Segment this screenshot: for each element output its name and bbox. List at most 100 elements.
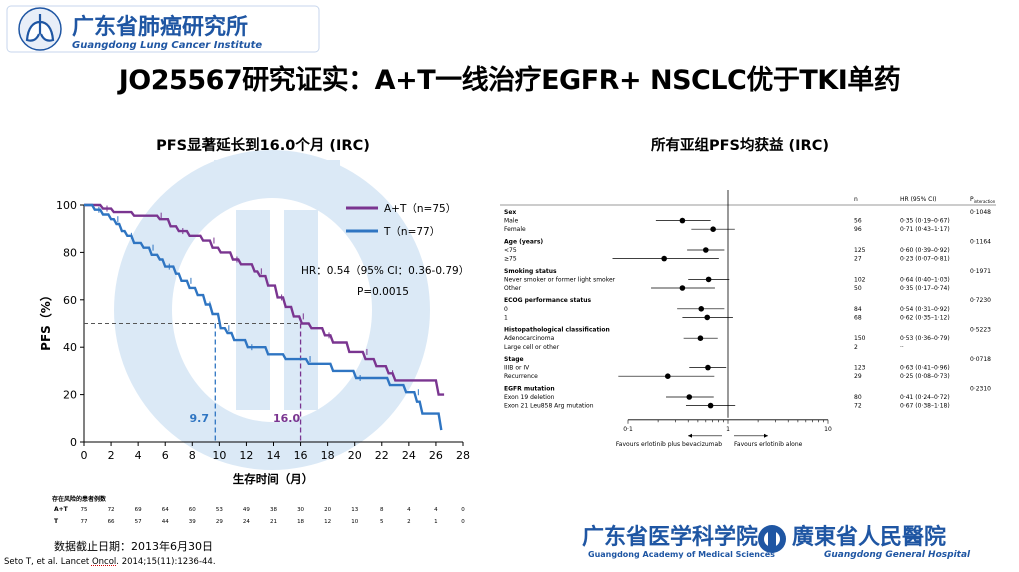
citation: Seto T, et al. Lancet Oncol. 2014;15(11)… — [4, 557, 216, 567]
risk-cell: 10 — [351, 519, 358, 525]
row-hr-text: 0·23 (0·07–0·81) — [900, 256, 950, 263]
risk-cell: 75 — [81, 507, 88, 513]
risk-cell: 20 — [324, 507, 331, 513]
risk-row-label: T — [54, 518, 59, 525]
subgroup-label: Stage — [504, 356, 524, 363]
row-hr-text: 0·67 (0·38–1·18) — [900, 403, 950, 410]
org-name-cn: 广东省肺癌研究所 — [72, 14, 248, 40]
risk-cell: 57 — [135, 519, 142, 525]
km-subtitle: PFS显著延长到16.0个月 (IRC) — [156, 138, 370, 154]
row-n: 80 — [854, 394, 862, 401]
risk-cell: 66 — [108, 519, 115, 525]
risk-cell: 4 — [407, 507, 411, 513]
favours-right-arrowhead — [764, 433, 768, 438]
subgroup-row-label: ≥75 — [504, 256, 517, 263]
hr-point — [661, 255, 667, 262]
p-value-annotation: P=0.0015 — [357, 286, 409, 298]
row-hr-text: 0·35 (0·19–0·67) — [900, 218, 950, 225]
risk-cell: 53 — [216, 507, 223, 513]
hospital-emblem-icon — [758, 525, 786, 553]
row-n: 50 — [854, 285, 862, 292]
risk-cell: 4 — [434, 507, 438, 513]
row-n: 56 — [854, 218, 862, 225]
risk-cell: 64 — [162, 507, 169, 513]
hr-annotation: HR：0.54（95% CI：0.36-0.79） — [301, 265, 469, 277]
academy-name-cn: 广东省医学科学院 — [582, 524, 758, 550]
subgroup-label: EGFR mutation — [504, 385, 555, 392]
km-x-tick-label: 0 — [81, 449, 88, 462]
org-name-en: Guangdong Lung Cancer Institute — [72, 40, 262, 51]
risk-cell: 69 — [135, 507, 142, 513]
favours-left-arrowhead — [688, 433, 692, 438]
km-legend: A+T（n=75） T（n=77） — [346, 203, 456, 238]
km-x-tick-label: 2 — [108, 449, 115, 462]
citation-suffix: . 2014;15(11):1236-44. — [116, 557, 216, 567]
row-hr-text: 0·41 (0·24–0·72) — [900, 394, 950, 401]
hr-point — [679, 285, 686, 291]
institute-logo-graphic: 广东省肺癌研究所 Guangdong Lung Cancer Institute — [6, 5, 320, 53]
risk-cell: 18 — [297, 519, 304, 525]
p-interaction: 0·1971 — [970, 268, 991, 275]
km-x-tick-label: 12 — [239, 449, 253, 462]
row-hr-text: 0·71 (0·43–1·17) — [900, 226, 950, 233]
risk-cell: 44 — [162, 519, 169, 525]
forest-x-tick-label: 1 — [726, 426, 730, 433]
km-x-tick-label: 16 — [294, 449, 308, 462]
hr-point — [707, 402, 714, 409]
favours-right-label: Favours erlotinib alone — [734, 441, 803, 448]
legend-label-at: A+T（n=75） — [384, 203, 456, 215]
row-n: 27 — [854, 256, 862, 263]
hr-point — [703, 247, 709, 253]
risk-cell: 13 — [351, 507, 358, 513]
data-cutoff-date: 数据截止日期：2013年6月30日 — [54, 540, 213, 553]
row-hr-text: 0·62 (0·35–1·12) — [900, 314, 950, 321]
row-n: 68 — [854, 314, 862, 321]
p-interaction: 0·2310 — [970, 385, 991, 392]
hr-point — [697, 335, 704, 341]
risk-row-label: A+T — [54, 506, 69, 513]
row-n: 102 — [854, 276, 866, 283]
risk-cell: 8 — [380, 507, 384, 513]
km-x-tick-label: 4 — [135, 449, 142, 462]
subgroup-row-label: IIIB or IV — [504, 365, 530, 372]
subgroup-row-label: Other — [504, 285, 522, 292]
km-x-tick-label: 8 — [189, 449, 196, 462]
subgroup-row-label: Large cell or other — [504, 344, 560, 351]
risk-cell: 5 — [380, 519, 384, 525]
legend-label-t: T（n=77） — [383, 226, 440, 238]
row-hr-text: 0·35 (0·17–0·74) — [900, 285, 950, 292]
risk-cell: 38 — [270, 507, 277, 513]
km-y-tick-label: 20 — [63, 389, 77, 402]
hr-point — [679, 217, 686, 224]
risk-cell: 30 — [297, 507, 304, 513]
citation-prefix: Seto T, et al. Lancet — [4, 557, 92, 567]
km-curve-t — [84, 203, 443, 431]
hr-point — [705, 364, 711, 371]
row-n: 84 — [854, 306, 862, 313]
forest-x-tick-label: 10 — [824, 426, 832, 433]
subgroup-row-label: Male — [504, 218, 519, 225]
row-n: 29 — [854, 373, 862, 380]
median-value-label: 9.7 — [190, 412, 210, 425]
institute-logo: 广东省肺癌研究所 Guangdong Lung Cancer Institute — [6, 4, 326, 60]
row-hr-text: 0·25 (0·08–0·73) — [900, 373, 950, 380]
p-interaction: 0·1164 — [970, 238, 991, 245]
subgroup-row-label: Never smoker or former light smoker — [504, 276, 616, 283]
row-n: 150 — [854, 335, 866, 342]
forest-x-tick-label: 0·1 — [623, 426, 633, 433]
risk-cell: 1 — [434, 519, 438, 525]
col-header-p: Pinteraction — [970, 196, 996, 204]
subgroup-row-label: Exon 19 deletion — [504, 394, 555, 401]
risk-cell: 77 — [81, 519, 88, 525]
km-y-axis-label: PFS（%） — [38, 289, 53, 351]
hr-point — [704, 314, 711, 321]
risk-cell: 39 — [189, 519, 196, 525]
risk-cell: 72 — [108, 507, 115, 513]
hr-point — [710, 226, 716, 232]
risk-cell: 0 — [461, 519, 465, 525]
km-y-tick-label: 40 — [63, 341, 77, 354]
risk-table-label: 存在风险的患者例数 — [52, 496, 107, 503]
hr-point — [686, 394, 693, 400]
row-n: 2 — [854, 344, 858, 351]
subgroup-row-label: <75 — [504, 247, 517, 254]
